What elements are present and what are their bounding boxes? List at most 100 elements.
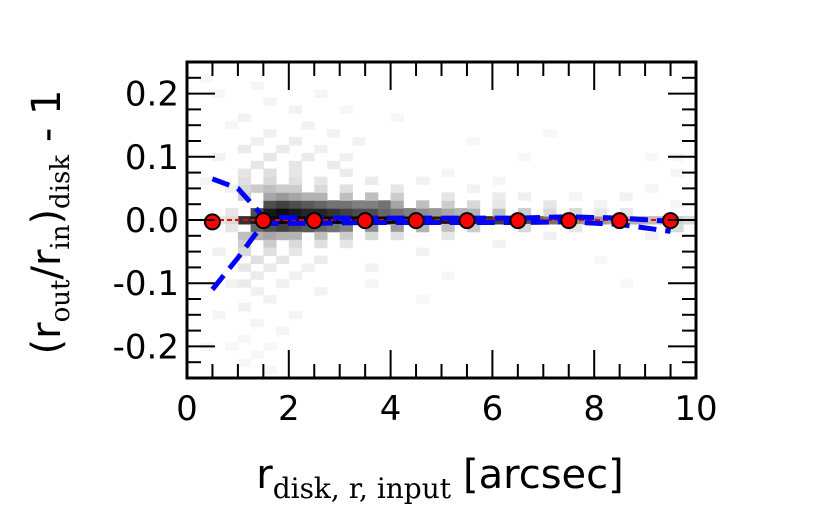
density-cell [288,160,302,170]
density-cell [467,184,481,193]
y-axis-label: (rout/rin)disk - 1 [24,90,76,355]
density-cell [237,184,252,193]
density-cell [416,223,430,233]
density-cell [314,184,328,193]
density-cell [199,73,213,83]
density-cell [365,200,379,209]
density-cell [441,192,455,201]
density-cell [390,184,404,193]
density-cell [263,342,277,351]
density-cell [543,129,557,138]
density-cell [250,287,264,296]
density-cell [276,208,290,217]
median-point [203,213,221,231]
density-cell [237,263,252,272]
density-cell [365,279,379,288]
density-cell [212,152,226,162]
density-cell [441,271,455,280]
density-cell [288,310,302,320]
density-cell [441,223,455,233]
density-cell [390,200,404,209]
density-cell [594,216,608,225]
density-cell [517,152,532,162]
y-axis-label-open: (r [24,322,70,355]
density-cell [301,121,315,130]
density-cell [517,192,532,201]
density-cell [339,239,353,249]
median-point [509,212,527,230]
density-cell [365,176,379,185]
density-cell [225,279,239,288]
density-cell [301,192,315,201]
density-cell [670,168,684,177]
density-cell [365,208,379,217]
density-cell [594,208,608,217]
density-cell [314,287,328,296]
density-cell [619,279,633,288]
plot-area [185,60,698,380]
density-cell [288,168,302,177]
density-cell [390,192,404,201]
density-cell [250,137,264,146]
density-cell [225,208,239,217]
density-cell [327,129,341,138]
density-cell [619,192,633,201]
density-cell [416,176,430,185]
density-cell [314,144,328,154]
density-cell [263,184,277,193]
density-cell [263,247,277,256]
y-axis-label-sub-disk: disk [46,155,76,209]
density-cell [237,231,252,241]
density-cell [288,105,302,114]
density-cell [276,223,290,233]
density-cell [301,200,315,209]
density-cell [263,168,277,177]
density-cell [327,208,341,217]
density-cell [327,200,341,209]
y-axis-label-mid: /r [24,249,70,279]
y-axis-label-close: ) [24,209,70,225]
density-cell [492,239,506,249]
density-cell [339,208,353,217]
density-cell [237,113,252,122]
density-cell [263,97,277,106]
density-cell [339,231,353,241]
density-cell [517,208,532,217]
y-tick-label: 0.2 [125,75,179,115]
x-tick-labels: 0 2 4 6 8 10 [176,389,717,429]
density-cell [492,208,506,217]
density-cell [619,208,633,217]
density-cell [670,200,684,209]
density-cell [263,152,277,162]
density-cell [288,176,302,185]
density-cell [263,208,277,217]
density-cell [670,223,684,233]
x-tick-label: 4 [380,389,402,429]
median-point [305,212,323,230]
median-point [407,212,425,230]
density-cell [263,129,277,138]
plot-frame [185,60,698,380]
density-cell [645,231,659,241]
density-cell [288,200,302,209]
density-cell [543,208,557,217]
density-cell [314,231,328,241]
density-cell [365,192,379,201]
density-cell [301,223,315,233]
density-cell [339,105,353,114]
density-cell [543,231,557,241]
density-cell [237,334,252,343]
density-cell [288,208,302,217]
density-cell [250,81,264,91]
density-cell [594,200,608,209]
density-cell [594,255,608,264]
density-cell [568,223,582,233]
density-cell [314,200,328,209]
density-cell [237,279,252,288]
density-cell [403,208,417,217]
density-cell [276,200,290,209]
density-cell [467,200,481,209]
density-cell [212,310,226,320]
density-cell [645,184,659,193]
density-cell [288,192,302,201]
